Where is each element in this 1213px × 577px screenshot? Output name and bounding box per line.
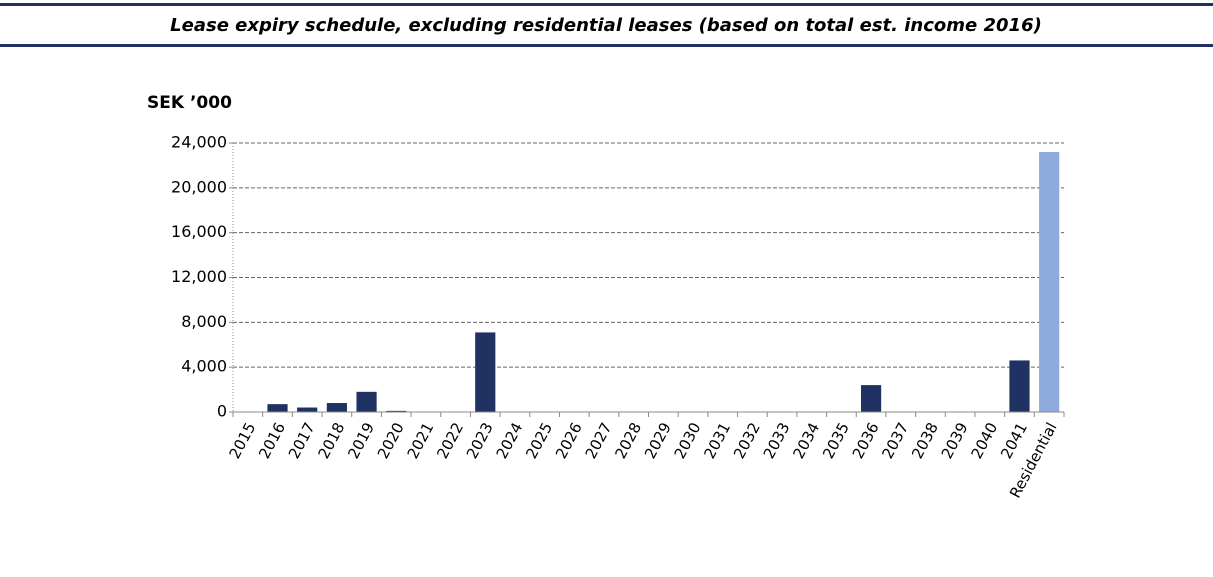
bar — [475, 332, 496, 412]
x-tick-label: 2031 — [700, 420, 734, 462]
x-tick-label: 2028 — [611, 420, 645, 462]
top-rule — [0, 3, 1213, 6]
chart-title: Lease expiry schedule, excluding residen… — [170, 15, 1042, 36]
x-tick-label: 2018 — [315, 420, 349, 462]
x-tick-label: 2030 — [671, 420, 705, 462]
x-tick-label: 2017 — [285, 420, 319, 462]
x-tick-label: 2020 — [374, 420, 408, 462]
bar — [1039, 151, 1060, 412]
y-tick-label: 16,000 — [171, 222, 227, 241]
y-tick-label: 4,000 — [181, 357, 227, 376]
x-tick-label: 2025 — [522, 420, 556, 462]
bar — [356, 391, 377, 412]
x-tick-label: 2039 — [938, 420, 972, 462]
x-tick-label: 2035 — [819, 420, 853, 462]
bar — [297, 407, 318, 412]
x-tick-label: 2021 — [404, 420, 438, 462]
x-tick-label: 2023 — [463, 420, 497, 462]
x-tick-label: 2024 — [493, 420, 527, 462]
x-tick-label: 2026 — [552, 420, 586, 462]
y-axis-label: SEK ’000 — [147, 93, 232, 113]
bottom-rule — [0, 44, 1213, 47]
x-tick-label: 2016 — [255, 420, 289, 462]
y-tick-label: 24,000 — [171, 133, 227, 152]
x-tick-label: 2037 — [878, 420, 912, 462]
x-tick-label: 2032 — [730, 420, 764, 462]
x-tick-label: 2038 — [908, 420, 942, 462]
y-tick-label: 8,000 — [181, 312, 227, 331]
x-tick-label: 2036 — [849, 420, 883, 462]
bar — [860, 385, 882, 412]
x-tick-label: 2019 — [344, 420, 378, 462]
x-tick-label: 2040 — [967, 420, 1001, 462]
bar — [386, 410, 407, 412]
x-tick-label: 2022 — [433, 420, 467, 462]
x-tick-label: 2034 — [789, 420, 823, 462]
y-tick-label: 12,000 — [171, 267, 227, 286]
x-tick-label: 2029 — [641, 420, 675, 462]
x-tick-label: 2033 — [760, 420, 794, 462]
x-tick-label: 2027 — [582, 420, 616, 462]
y-tick-label: 20,000 — [171, 177, 227, 196]
x-tick-label: 2015 — [226, 420, 260, 462]
bar — [1009, 360, 1030, 412]
y-tick-label: 0 — [217, 402, 227, 421]
bar — [326, 403, 347, 412]
bar — [267, 404, 288, 412]
